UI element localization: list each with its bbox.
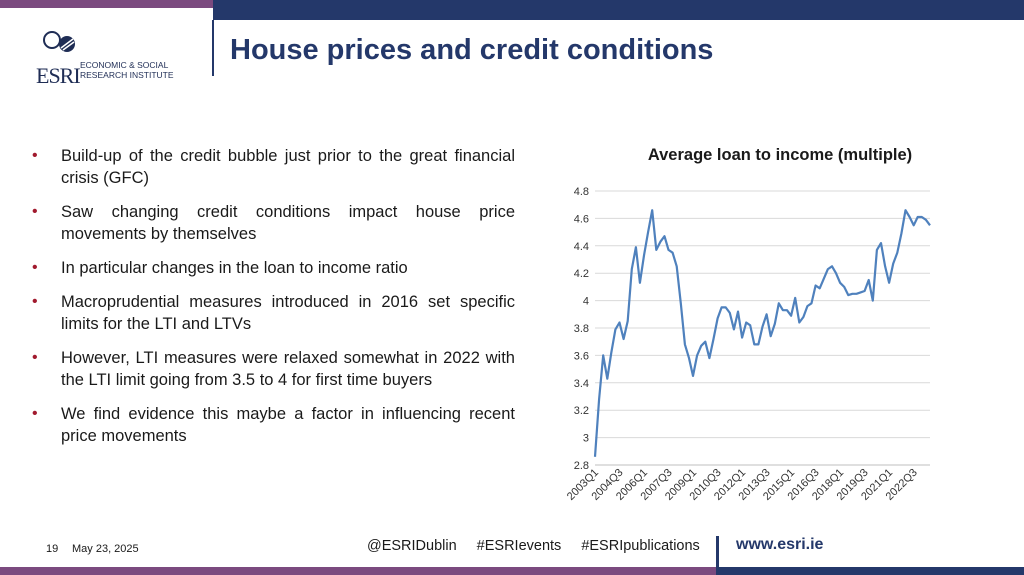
- bullet-text: Saw changing credit conditions impact ho…: [61, 203, 515, 243]
- top-header-bar: [213, 0, 1024, 20]
- bullet-dot-icon: •: [32, 259, 38, 276]
- bullet-text: Build-up of the credit bubble just prior…: [61, 147, 515, 187]
- y-tick-label: 3.4: [574, 378, 589, 390]
- bullet-item: • Build-up of the credit bubble just prio…: [30, 145, 515, 189]
- top-accent-bar: [0, 0, 213, 8]
- bullet-item: • Saw changing credit conditions impact h…: [30, 201, 515, 245]
- y-tick-label: 3.6: [574, 350, 589, 362]
- esri-logo-mark-icon: [43, 31, 75, 52]
- y-tick-label: 4: [583, 296, 589, 308]
- slide-date: May 23, 2025: [72, 543, 139, 555]
- y-tick-label: 3.2: [574, 405, 589, 417]
- bullet-dot-icon: •: [32, 203, 38, 220]
- slide-title: House prices and credit conditions: [230, 34, 714, 66]
- y-tick-label: 3: [583, 433, 589, 445]
- y-tick-label: 4.2: [574, 268, 589, 280]
- bullet-dot-icon: •: [32, 349, 38, 366]
- bullet-list: • Build-up of the credit bubble just prio…: [30, 145, 515, 459]
- y-tick-label: 3.8: [574, 323, 589, 335]
- logo-subtitle: ECONOMIC & SOCIAL RESEARCH INSTITUTE: [80, 60, 174, 80]
- header-divider: [212, 20, 214, 76]
- footer-divider: [716, 536, 719, 575]
- chart-title: Average loan to income (multiple): [647, 146, 913, 164]
- y-tick-label: 4.6: [574, 213, 589, 225]
- social-handles: @ESRIDublin #ESRIevents #ESRIpublications: [367, 538, 720, 554]
- bullet-item: • However, LTI measures were relaxed some…: [30, 347, 515, 391]
- social-hashtag-events[interactable]: #ESRIevents: [476, 538, 562, 554]
- bullet-item: • Macroprudential measures introduced in …: [30, 291, 515, 335]
- bullet-dot-icon: •: [32, 293, 38, 310]
- series-line: [593, 209, 931, 457]
- y-tick-label: 4.4: [574, 241, 589, 253]
- page-number: 19: [46, 543, 59, 555]
- bullet-item: • In particular changes in the loan to in…: [30, 257, 515, 279]
- website-link[interactable]: www.esri.ie: [736, 536, 824, 553]
- y-tick-label: 4.8: [574, 186, 589, 198]
- bullet-text: In particular changes in the loan to inc…: [61, 259, 408, 277]
- bullet-text: Macroprudential measures introduced in 2…: [61, 293, 515, 333]
- loan-to-income-chart: 2.833.23.43.63.844.24.44.64.82003Q12004Q…: [565, 186, 931, 503]
- bullet-dot-icon: •: [32, 405, 38, 422]
- footer-navy-bar: [716, 567, 1024, 575]
- bullet-text: However, LTI measures were relaxed somew…: [61, 349, 515, 389]
- bullet-item: • We find evidence this maybe a factor in…: [30, 403, 515, 447]
- bullet-text: We find evidence this maybe a factor in …: [61, 405, 515, 445]
- logo-subtitle-line2: RESEARCH INSTITUTE: [80, 70, 174, 80]
- y-tick-label: 2.8: [574, 460, 589, 472]
- logo-abbreviation: ESRI: [36, 63, 81, 88]
- social-hashtag-publications[interactable]: #ESRIpublications: [581, 538, 700, 554]
- social-twitter-handle[interactable]: @ESRIDublin: [367, 538, 457, 554]
- bullet-dot-icon: •: [32, 147, 38, 164]
- footer-accent-bar: [0, 567, 716, 575]
- logo-subtitle-line1: ECONOMIC & SOCIAL: [80, 60, 169, 70]
